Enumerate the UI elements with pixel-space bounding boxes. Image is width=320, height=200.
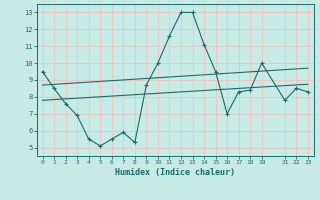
X-axis label: Humidex (Indice chaleur): Humidex (Indice chaleur) <box>115 168 235 177</box>
